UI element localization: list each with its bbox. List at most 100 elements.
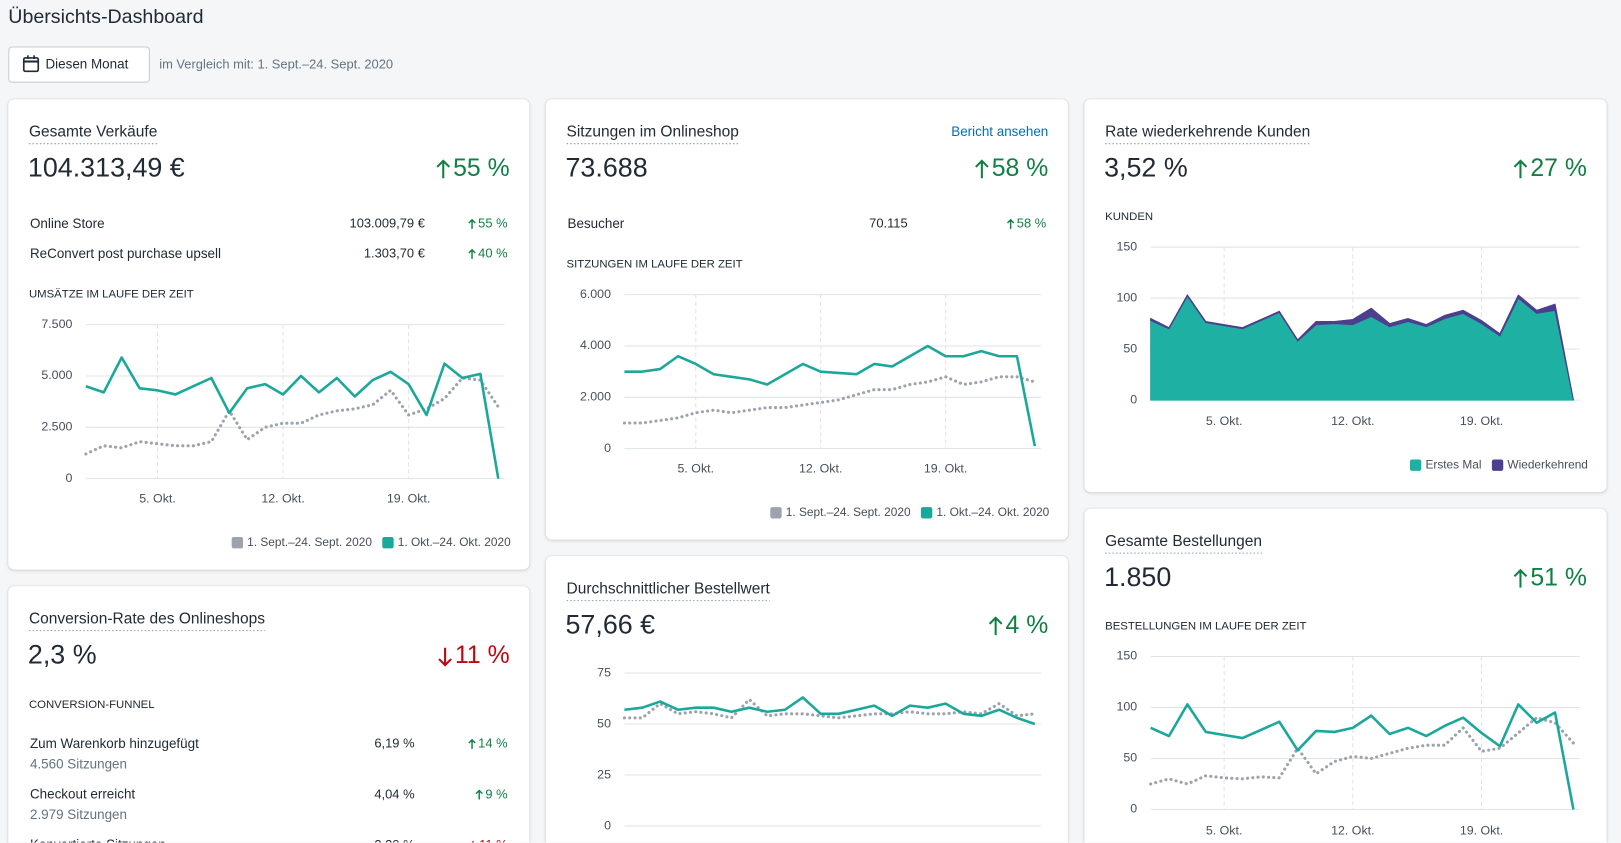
- trend-arrow: [1513, 568, 1528, 588]
- legend-label: 1. Sept.–24. Sept. 2020: [786, 505, 911, 519]
- y-tick-label: 0: [604, 818, 611, 832]
- legend-label: Wiederkehrend: [1507, 457, 1588, 471]
- y-tick-label: 7.500: [41, 317, 72, 331]
- y-tick-label: 50: [597, 716, 611, 730]
- change: 55 %: [453, 155, 510, 182]
- y-tick-label: 100: [1116, 700, 1137, 714]
- x-tick-label: 5. Okt.: [139, 492, 176, 506]
- row-label: ReConvert post purchase upsell: [30, 246, 221, 261]
- line-series: [624, 344, 1037, 447]
- line-series: [1150, 703, 1575, 810]
- card-canvas: Conversion-Rate des Onlineshops 2,3 % 11 %…: [28, 610, 510, 843]
- trend-arrow: [975, 159, 989, 179]
- x-tick-label: 12. Okt.: [1331, 414, 1374, 428]
- x-tick-label: 12. Okt.: [799, 462, 842, 476]
- x-tick-label: 12. Okt.: [261, 492, 304, 506]
- y-tick-label: 2.000: [580, 390, 611, 404]
- change: 27 %: [1530, 155, 1587, 182]
- trend-arrow: [438, 647, 452, 667]
- trend-arrow: [468, 738, 476, 749]
- header: Übersichts-Dashboard Diesen Monat im Ver…: [8, 6, 393, 83]
- line-series: [85, 356, 500, 479]
- card-canvas: Durchschnittlicher Bestellwert 57,66 € 4 %…: [565, 580, 1049, 832]
- x-tick-label: 19. Okt.: [924, 462, 967, 476]
- y-tick-label: 2.500: [41, 420, 72, 434]
- x-tick-label: 19. Okt.: [1460, 823, 1503, 837]
- date-button[interactable]: Diesen Monat: [8, 46, 150, 83]
- chart-title: BESTELLUNGEN IM LAUFE DER ZEIT: [1105, 620, 1306, 632]
- row-value: 103.009,79 €: [350, 216, 425, 231]
- card-title: Gesamte Bestellungen: [1105, 533, 1262, 550]
- x-tick-label: 5. Okt.: [1206, 414, 1242, 428]
- y-tick-label: 25: [597, 767, 611, 781]
- row-label: Checkout erreicht: [30, 787, 135, 802]
- change: 58 %: [992, 155, 1049, 182]
- row-value: 1.303,70 €: [364, 246, 425, 261]
- legend-label: 1. Sept.–24. Sept. 2020: [247, 535, 372, 549]
- legend-swatch: [1491, 459, 1504, 471]
- card-canvas: Sitzungen im Onlineshop Bericht ansehen 73…: [565, 123, 1049, 519]
- chart-title: SITZUNGEN IM LAUFE DER ZEIT: [567, 259, 743, 271]
- card-title: Conversion-Rate des Onlineshops: [29, 610, 265, 627]
- x-tick-label: 12. Okt.: [1331, 823, 1374, 837]
- trend-arrow: [472, 841, 474, 843]
- card-title: Sitzungen im Onlineshop: [567, 123, 739, 140]
- y-tick-label: 150: [1116, 649, 1137, 663]
- card-canvas: Rate wiederkehrende Kunden 3,52 % 27 % KUND…: [1104, 123, 1588, 471]
- card: Gesamte Verkäufe 104.313,49 € 55 % Online S…: [8, 99, 530, 570]
- report-link[interactable]: Bericht ansehen: [951, 124, 1048, 139]
- change: 55 %: [478, 216, 508, 231]
- legend-swatch: [382, 537, 394, 549]
- row-value: 70.115: [869, 216, 908, 231]
- trend-arrow: [988, 616, 1003, 636]
- row-sublabel: 2.979 Sitzungen: [30, 807, 127, 822]
- row-label: Konvertierte Sitzungen: [30, 837, 166, 842]
- change: 51 %: [1530, 564, 1587, 591]
- line-series: [624, 696, 1036, 726]
- card: Rate wiederkehrende Kunden 3,52 % 27 % KUND…: [1084, 99, 1607, 493]
- change: 40 %: [478, 246, 508, 261]
- card-canvas: Gesamte Verkäufe 104.313,49 € 55 % Online S…: [28, 123, 511, 549]
- card-value: 57,66 €: [565, 610, 655, 640]
- change: 4 %: [1006, 612, 1049, 639]
- card-value: 1.850: [1104, 562, 1171, 592]
- change: 9 %: [485, 786, 508, 801]
- page-title: Übersichts-Dashboard: [8, 6, 203, 28]
- y-tick-label: 100: [1116, 290, 1137, 304]
- row-sublabel: 4.560 Sitzungen: [30, 757, 127, 772]
- y-tick-label: 150: [1116, 239, 1137, 253]
- card-title: Rate wiederkehrende Kunden: [1105, 123, 1310, 140]
- y-tick-label: 0: [604, 441, 611, 455]
- legend-swatch: [231, 537, 244, 549]
- y-tick-label: 5.000: [41, 368, 72, 382]
- area: [1150, 294, 1574, 401]
- date-button-label[interactable]: Diesen Monat: [45, 57, 128, 72]
- section-title: CONVERSION-FUNNEL: [29, 699, 155, 711]
- row-label: Online Store: [30, 216, 105, 231]
- change: 14 %: [478, 736, 508, 751]
- row-label: Zum Warenkorb hinzugefügt: [30, 736, 199, 751]
- y-tick-label: 50: [1123, 341, 1137, 355]
- card-value: 73.688: [565, 153, 647, 183]
- card-value: 2,3 %: [28, 640, 97, 670]
- y-tick-label: 0: [65, 471, 72, 485]
- row-value: 6,19 %: [374, 736, 415, 751]
- card-title: Gesamte Verkäufe: [29, 123, 157, 140]
- x-tick-label: 5. Okt.: [678, 462, 715, 476]
- legend-label: 1. Okt.–24. Okt. 2020: [398, 535, 511, 549]
- trend-arrow: [475, 789, 483, 800]
- card: Gesamte Bestellungen 1.850 51 % BESTELLUNGE…: [1084, 508, 1607, 843]
- y-axis-label: KUNDEN: [1105, 211, 1153, 223]
- card-value: 104.313,49 €: [28, 153, 185, 183]
- y-tick-label: 4.000: [580, 338, 611, 352]
- change: 11 %: [455, 642, 510, 669]
- y-tick-label: 0: [1130, 802, 1137, 816]
- trend-arrow: [468, 218, 476, 229]
- card: Sitzungen im Onlineshop Bericht ansehen 73…: [545, 99, 1068, 540]
- legend-label: Erstes Mal: [1425, 457, 1481, 471]
- line-series: [622, 697, 1037, 720]
- legend-swatch: [1409, 459, 1422, 471]
- x-tick-label: 19. Okt.: [1460, 414, 1503, 428]
- comparison-text: im Vergleich mit: 1. Sept.–24. Sept. 202…: [159, 57, 393, 72]
